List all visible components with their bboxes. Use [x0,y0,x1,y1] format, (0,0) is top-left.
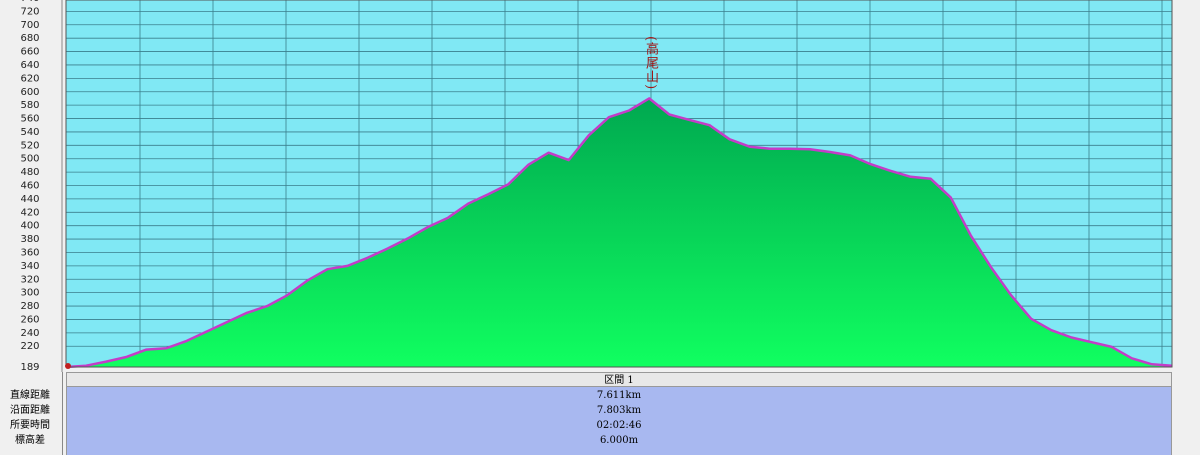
y-tick-label: 660 [20,47,39,58]
y-tick-label: 400 [20,221,39,232]
row-label: 直線距離 [10,390,50,401]
y-tick-label: 220 [20,341,39,352]
chart: 189 220 240 260 280 300 320 340 360 380 400 420 440 4… [20,0,1173,372]
y-tick-label: 620 [20,73,39,84]
row-label: 標高差 [15,435,45,446]
y-tick-label: 540 [20,127,39,138]
y-tick-label: 700 [20,20,39,31]
y-tick-label: 360 [20,247,39,258]
row-label: 所要時間 [10,420,50,431]
y-tick-label: 260 [20,314,39,325]
y-tick-label: 480 [20,167,39,178]
y-tick-label: 240 [20,328,39,339]
row-value: 7.611km [596,390,642,401]
y-tick-label: 520 [20,140,39,151]
y-tick-label: 460 [20,181,39,192]
y-tick-label: 340 [20,261,39,272]
y-tick-label: 380 [20,234,39,245]
summary-header: 区間 1 [66,372,1172,387]
elevation-area [66,98,1172,368]
row-value: 02:02:46 [596,420,642,431]
y-tick-label: 580 [20,100,39,111]
y-tick-label: 320 [20,274,39,285]
y-tick-label: 720 [20,6,39,17]
y-tick-label: 440 [20,194,39,205]
plot-frame [65,0,1173,368]
y-tick-label: 420 [20,207,39,218]
y-tick-label: 600 [20,87,39,98]
y-tick-label: 680 [20,33,39,44]
y-tick-label: 640 [20,60,39,71]
y-tick-label: 740 [20,0,39,4]
y-tick-label: 189 [20,362,39,372]
row-label: 沿面距離 [10,405,50,416]
y-tick-label: 500 [20,154,39,165]
divider [62,372,63,455]
y-tick-label: 300 [20,288,39,299]
row-value: 7.803km [596,405,642,416]
y-tick-label: 560 [20,114,39,125]
start-marker [65,363,71,369]
elevation-line [65,97,1173,369]
y-tick-label: 280 [20,301,39,312]
peak-annotation: (高尾山) [643,36,658,91]
row-value: 6.000m [599,435,639,446]
summary-body: 7.611km 7.803km 02:02:46 6.000m [66,387,1172,455]
